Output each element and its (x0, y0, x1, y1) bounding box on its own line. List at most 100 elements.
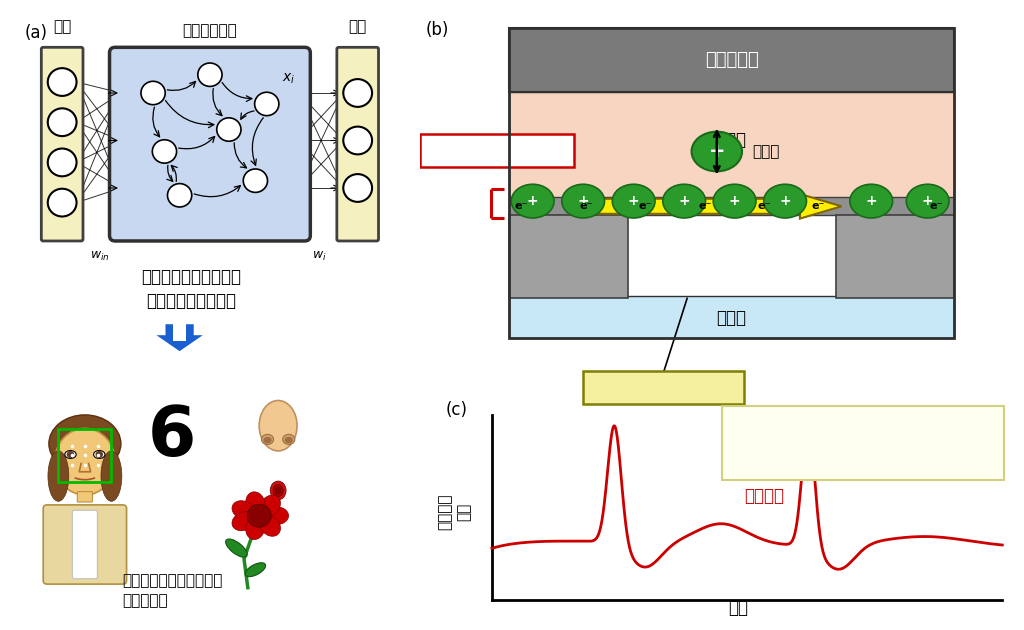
FancyBboxPatch shape (509, 296, 954, 338)
Text: e⁻: e⁻ (698, 202, 712, 211)
Ellipse shape (663, 184, 706, 218)
Ellipse shape (259, 495, 281, 517)
Ellipse shape (225, 539, 247, 557)
Ellipse shape (48, 451, 69, 501)
Text: $w_{in}$: $w_{in}$ (90, 250, 110, 263)
Text: e⁻: e⁻ (930, 202, 943, 211)
Ellipse shape (562, 184, 604, 218)
Text: $x_i$: $x_i$ (282, 71, 295, 86)
Text: +: + (628, 194, 639, 208)
Text: +: + (678, 194, 690, 208)
Text: +: + (709, 142, 725, 161)
Ellipse shape (283, 434, 295, 444)
Text: ドレイン
電流: ドレイン 電流 (438, 493, 471, 530)
Ellipse shape (246, 517, 265, 539)
Text: $w_i$: $w_i$ (312, 250, 327, 263)
Text: ドレイン電流: ドレイン電流 (636, 380, 691, 395)
Text: +: + (729, 194, 740, 208)
Ellipse shape (259, 401, 297, 451)
FancyBboxPatch shape (509, 92, 954, 199)
FancyBboxPatch shape (420, 134, 574, 168)
Circle shape (95, 451, 103, 458)
FancyBboxPatch shape (509, 215, 628, 299)
Circle shape (48, 108, 77, 136)
Circle shape (48, 149, 77, 176)
Text: e⁻: e⁻ (514, 202, 527, 211)
Text: ゲート電極: ゲート電極 (705, 51, 759, 69)
Text: 様々な認識・予測・判断
に利用可能: 様々な認識・予測・判断 に利用可能 (122, 573, 222, 608)
Ellipse shape (259, 515, 281, 536)
Ellipse shape (93, 450, 105, 459)
Text: (b): (b) (426, 21, 450, 38)
Ellipse shape (511, 184, 554, 218)
FancyBboxPatch shape (509, 28, 954, 92)
Text: 物理リザバー: 物理リザバー (182, 23, 238, 38)
Circle shape (244, 169, 267, 192)
Ellipse shape (612, 184, 655, 218)
Text: +: + (922, 194, 934, 208)
Ellipse shape (691, 132, 742, 171)
FancyBboxPatch shape (836, 215, 954, 299)
Circle shape (198, 63, 222, 86)
FancyArrow shape (173, 323, 186, 341)
Ellipse shape (245, 563, 265, 576)
FancyBboxPatch shape (110, 47, 310, 241)
FancyBboxPatch shape (584, 371, 743, 404)
Text: 電気二重層: 電気二重層 (476, 143, 518, 158)
FancyBboxPatch shape (73, 510, 97, 579)
Ellipse shape (273, 484, 283, 496)
Text: +: + (865, 194, 877, 208)
Ellipse shape (275, 487, 281, 494)
Ellipse shape (232, 512, 256, 530)
Circle shape (141, 81, 165, 105)
Text: 6: 6 (147, 403, 197, 470)
Text: (c): (c) (446, 401, 468, 420)
FancyArrow shape (568, 194, 842, 219)
Ellipse shape (906, 184, 949, 218)
FancyBboxPatch shape (78, 491, 92, 502)
Ellipse shape (49, 415, 121, 472)
FancyBboxPatch shape (509, 197, 954, 215)
Ellipse shape (65, 450, 76, 459)
FancyBboxPatch shape (43, 505, 127, 584)
Text: ニューロモルフィック
コンピューティング: ニューロモルフィック コンピューティング (141, 268, 241, 310)
FancyBboxPatch shape (723, 406, 1004, 480)
Text: e⁻: e⁻ (580, 202, 593, 211)
Text: +: + (527, 194, 539, 208)
Circle shape (217, 118, 241, 141)
Text: (a): (a) (25, 23, 47, 42)
FancyArrow shape (154, 323, 206, 352)
Ellipse shape (246, 492, 265, 515)
Text: 入力: 入力 (53, 20, 72, 35)
Text: 電気二重層トランジスタの: 電気二重層トランジスタの (735, 416, 831, 428)
Ellipse shape (264, 507, 289, 525)
Text: 半導体: 半導体 (717, 309, 746, 327)
Circle shape (343, 174, 372, 202)
Ellipse shape (261, 434, 273, 444)
Text: 課題：低い動作速度: 課題：低い動作速度 (735, 457, 808, 471)
Circle shape (247, 504, 271, 527)
Circle shape (48, 189, 77, 217)
Text: ニューロモルフィック動作: ニューロモルフィック動作 (735, 437, 831, 450)
Text: +: + (578, 194, 589, 208)
Ellipse shape (285, 437, 293, 444)
Text: 出力: 出力 (348, 20, 367, 35)
Circle shape (255, 92, 279, 116)
Ellipse shape (714, 184, 756, 218)
Text: e⁻: e⁻ (639, 202, 652, 211)
Ellipse shape (54, 428, 115, 495)
Circle shape (48, 68, 77, 96)
Text: イオン: イオン (753, 144, 780, 159)
Text: e⁻: e⁻ (758, 202, 771, 211)
FancyBboxPatch shape (41, 47, 83, 241)
Text: 電解質: 電解質 (717, 130, 746, 149)
Circle shape (343, 127, 372, 154)
Circle shape (168, 183, 191, 207)
Ellipse shape (232, 501, 256, 520)
Text: +: + (779, 194, 791, 208)
Circle shape (343, 79, 372, 107)
Circle shape (67, 451, 75, 458)
Text: 時間: 時間 (728, 599, 749, 617)
Ellipse shape (764, 184, 807, 218)
Circle shape (153, 140, 176, 163)
